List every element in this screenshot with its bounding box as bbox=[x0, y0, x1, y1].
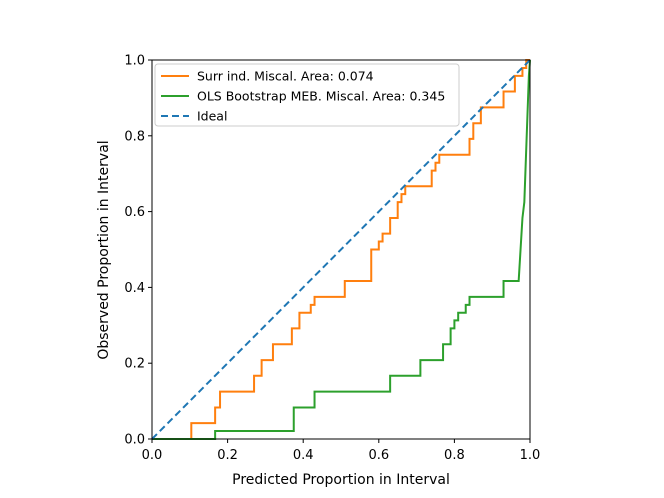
x-tick-label: 0.6 bbox=[368, 448, 389, 463]
x-tick-label: 0.0 bbox=[142, 448, 163, 463]
y-tick-label: 0.4 bbox=[124, 281, 145, 296]
legend-label-1: OLS Bootstrap MEB. Miscal. Area: 0.345 bbox=[197, 89, 445, 104]
legend: Surr ind. Miscal. Area: 0.074 OLS Bootstr… bbox=[154, 63, 460, 127]
y-axis-ticks: 0.0 0.2 0.4 0.6 0.8 1.0 bbox=[124, 54, 152, 448]
series-line-0 bbox=[152, 59, 530, 440]
legend-label-0: Surr ind. Miscal. Area: 0.074 bbox=[197, 69, 374, 84]
x-tick-label: 0.2 bbox=[217, 448, 238, 463]
y-tick-label: 1.0 bbox=[124, 54, 145, 69]
series-line-1 bbox=[152, 59, 531, 440]
y-axis-label: Observed Proportion in Interval bbox=[96, 140, 112, 359]
x-tick-label: 0.4 bbox=[293, 448, 314, 463]
legend-entries: Surr ind. Miscal. Area: 0.074 OLS Bootstr… bbox=[161, 69, 445, 124]
x-tick-label: 0.8 bbox=[444, 448, 465, 463]
x-axis-ticks: 0.0 0.2 0.4 0.6 0.8 1.0 bbox=[142, 439, 541, 463]
series-layer bbox=[151, 59, 531, 440]
legend-box bbox=[154, 63, 460, 127]
y-tick-label: 0.2 bbox=[124, 357, 145, 372]
x-axis-label: Predicted Proportion in Interval bbox=[232, 472, 450, 488]
y-tick-label: 0.6 bbox=[124, 205, 145, 220]
series-line-2 bbox=[151, 59, 531, 440]
plot-frame bbox=[151, 59, 531, 440]
y-tick-label: 0.0 bbox=[124, 433, 145, 448]
x-tick-label: 1.0 bbox=[520, 448, 541, 463]
y-tick-label: 0.8 bbox=[124, 129, 145, 144]
legend-label-2: Ideal bbox=[197, 109, 227, 124]
